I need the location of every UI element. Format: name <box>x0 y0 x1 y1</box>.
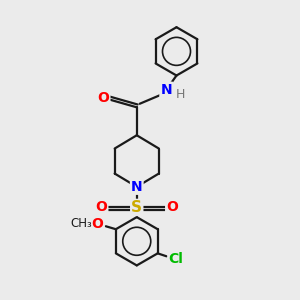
Text: O: O <box>98 91 110 105</box>
Text: N: N <box>160 82 172 97</box>
Text: S: S <box>131 200 142 215</box>
Text: O: O <box>92 217 104 231</box>
Text: Cl: Cl <box>169 252 183 266</box>
Text: O: O <box>95 200 107 214</box>
Text: H: H <box>176 88 186 101</box>
Text: CH₃: CH₃ <box>70 217 92 230</box>
Text: N: N <box>131 180 142 194</box>
Text: O: O <box>166 200 178 214</box>
